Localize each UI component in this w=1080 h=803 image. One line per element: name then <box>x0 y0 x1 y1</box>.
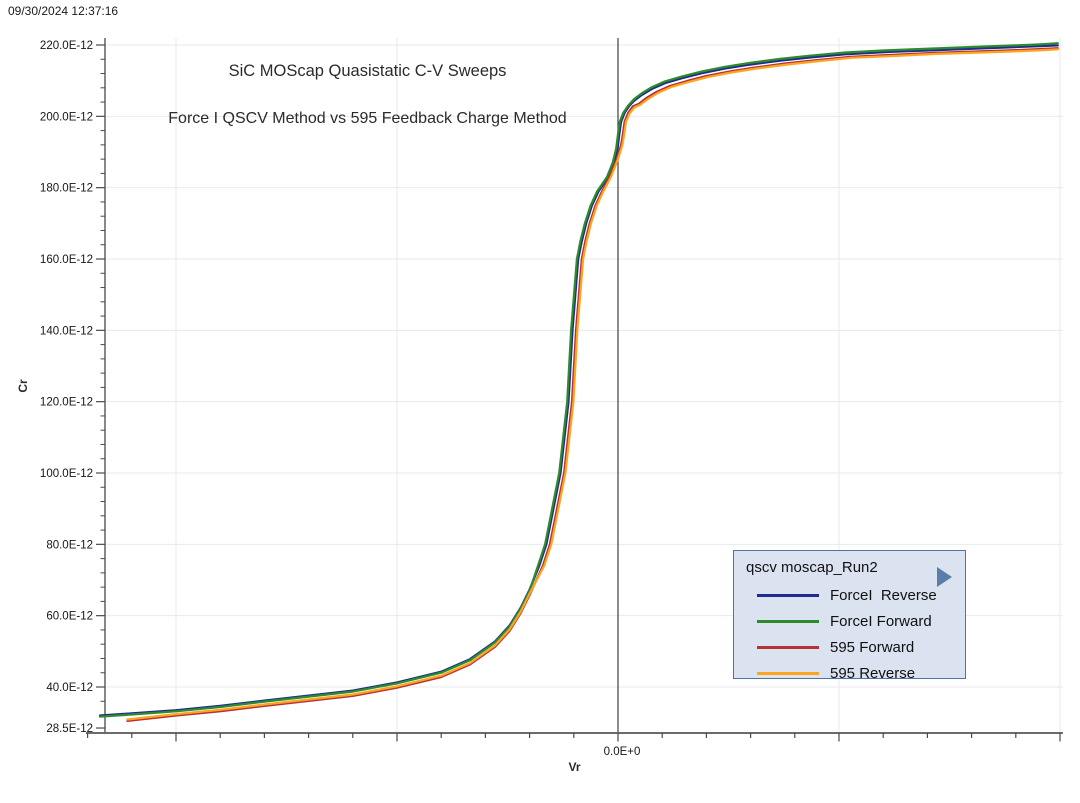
plot-subtitle: Force I QSCV Method vs 595 Feedback Char… <box>168 110 567 127</box>
series-595-forward[interactable] <box>126 47 1059 723</box>
legend-entries: ForceI Reverse ForceI Forward 595 Forward 5… <box>757 582 961 686</box>
series-forcei-forward[interactable] <box>98 42 1059 718</box>
legend-entry-label: 595 Reverse <box>830 664 916 682</box>
y-tick-label: 40.0E-12 <box>46 682 93 694</box>
y-tick-label: 28.5E-12 <box>46 723 93 735</box>
legend-entry[interactable]: ForceI Forward <box>757 608 961 634</box>
legend-entry-label: ForceI Reverse <box>830 586 937 604</box>
legend-expand-icon[interactable] <box>937 567 952 587</box>
legend-title: qscv moscap_Run2 <box>746 559 878 576</box>
y-axis-name: Cr <box>16 379 30 393</box>
legend-line-swatch <box>757 593 819 597</box>
legend-line-swatch <box>757 619 819 623</box>
y-tick-label: 60.0E-12 <box>46 611 93 623</box>
y-tick-label: 200.0E-12 <box>40 111 93 123</box>
legend-entry[interactable]: 595 Forward <box>757 634 961 660</box>
legend-line-swatch <box>757 671 819 675</box>
y-tick-label: 100.0E-12 <box>40 468 93 480</box>
y-tick-label: 80.0E-12 <box>46 539 93 551</box>
x-axis-name: Vr <box>568 760 580 774</box>
y-tick-label: 220.0E-12 <box>40 40 93 52</box>
legend-entry-label: 595 Forward <box>830 638 915 656</box>
y-tick-label: 160.0E-12 <box>40 254 93 266</box>
y-tick-label: 180.0E-12 <box>40 183 93 195</box>
y-tick-label: 120.0E-12 <box>40 397 93 409</box>
y-tick-label: 140.0E-12 <box>40 325 93 337</box>
legend-entry[interactable]: 595 Reverse <box>757 660 961 686</box>
series-595-reverse[interactable] <box>126 48 1059 721</box>
legend-entry[interactable]: ForceI Reverse <box>757 582 961 608</box>
legend-line-swatch <box>757 645 819 649</box>
legend-entry-label: ForceI Forward <box>830 612 932 630</box>
legend[interactable]: qscv moscap_Run2 ForceI Reverse ForceI Fo… <box>733 550 966 682</box>
x-tick-label: 0.0E+0 <box>604 746 641 758</box>
timestamp: 09/30/2024 12:37:16 <box>8 4 119 18</box>
plot-title: SiC MOScap Quasistatic C-V Sweeps <box>228 62 507 80</box>
